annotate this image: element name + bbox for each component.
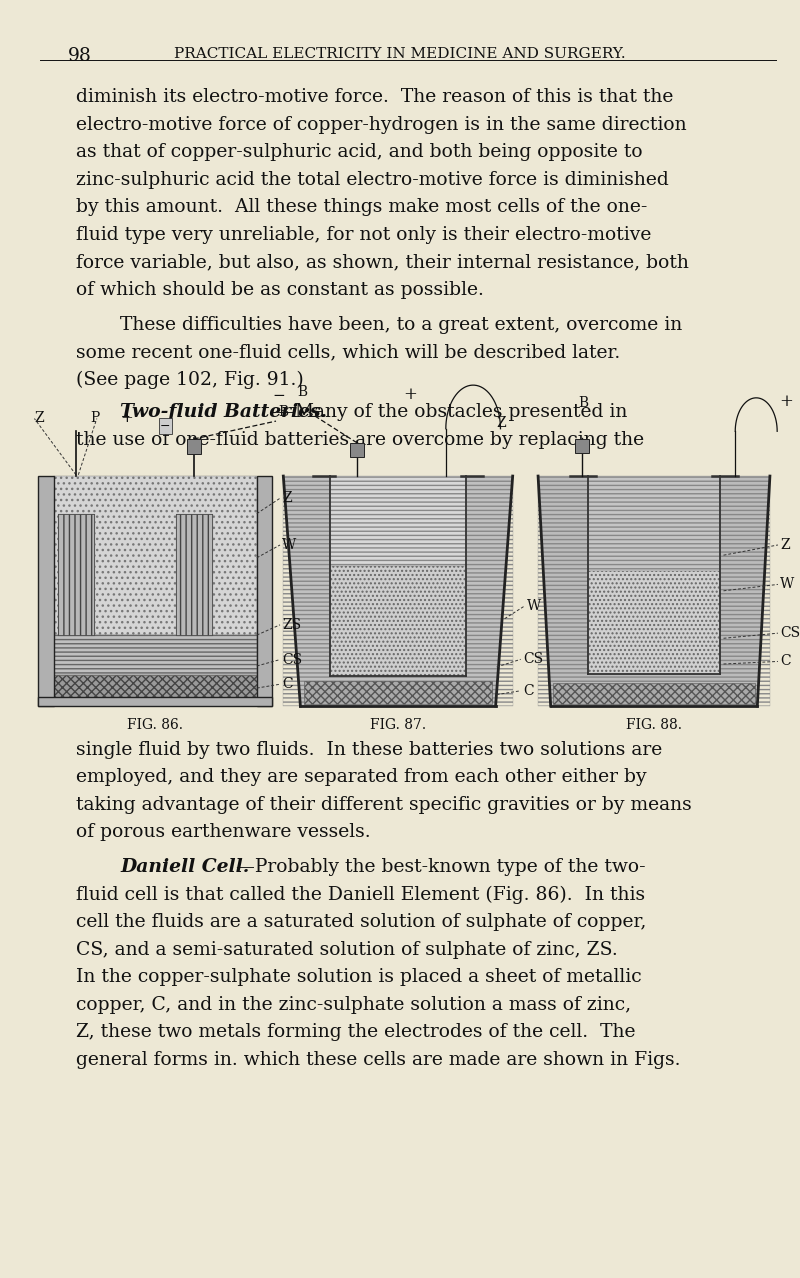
Text: as that of copper-sulphuric acid, and both being opposite to: as that of copper-sulphuric acid, and bo…	[76, 143, 642, 161]
Text: CS: CS	[780, 626, 800, 640]
Text: fluid cell is that called the Daniell Element (Fig. 86).  In this: fluid cell is that called the Daniell El…	[76, 886, 645, 904]
Bar	[553, 682, 755, 703]
Bar	[304, 680, 491, 703]
Bar	[589, 571, 719, 674]
Text: FIG. 88.: FIG. 88.	[626, 717, 682, 731]
Text: zinc-sulphuric acid the total electro-motive force is diminished: zinc-sulphuric acid the total electro-mo…	[76, 170, 669, 189]
Bar	[54, 635, 257, 675]
Text: W: W	[780, 578, 794, 592]
Text: CS: CS	[282, 653, 302, 667]
Bar	[54, 475, 257, 635]
Text: B: B	[297, 386, 307, 399]
Text: W: W	[282, 538, 297, 552]
Text: C: C	[780, 654, 791, 668]
Text: electro-motive force of copper-hydrogen is in the same direction: electro-motive force of copper-hydrogen …	[76, 115, 686, 134]
Text: —Probably the best-known type of the two-: —Probably the best-known type of the two…	[236, 858, 646, 877]
Text: Z: Z	[780, 538, 790, 552]
Bar	[575, 438, 589, 452]
Text: FIG. 86.: FIG. 86.	[127, 717, 183, 731]
Text: 98: 98	[68, 47, 92, 65]
Text: −: −	[160, 419, 170, 432]
Text: copper, C, and in the zinc-sulphate solution a mass of zinc,: copper, C, and in the zinc-sulphate solu…	[76, 996, 631, 1013]
Text: Z: Z	[497, 417, 506, 429]
Text: taking advantage of their different specific gravities or by means: taking advantage of their different spec…	[76, 795, 692, 814]
Text: Z, these two metals forming the electrodes of the cell.  The: Z, these two metals forming the electrod…	[76, 1022, 635, 1042]
Text: (See page 102, Fig. 91.): (See page 102, Fig. 91.)	[76, 371, 304, 389]
Text: Z: Z	[34, 412, 44, 424]
Polygon shape	[538, 475, 770, 705]
Text: W: W	[527, 599, 542, 613]
Text: fluid type very unreliable, for not only is their electro-motive: fluid type very unreliable, for not only…	[76, 225, 651, 244]
Polygon shape	[330, 475, 466, 676]
Bar	[58, 514, 94, 635]
Text: cell the fluids are a saturated solution of sulphate of copper,: cell the fluids are a saturated solution…	[76, 912, 646, 932]
Text: +: +	[403, 386, 417, 403]
Text: of which should be as constant as possible.: of which should be as constant as possib…	[76, 280, 484, 299]
Text: B: B	[278, 405, 289, 418]
Text: by this amount.  All these things make most cells of the one-: by this amount. All these things make mo…	[76, 198, 647, 216]
Bar	[54, 675, 257, 697]
Text: In the copper-sulphate solution is placed a sheet of metallic: In the copper-sulphate solution is place…	[76, 967, 642, 987]
Text: Z: Z	[282, 491, 292, 505]
Text: of porous earthenware vessels.: of porous earthenware vessels.	[76, 823, 370, 841]
Text: +: +	[778, 392, 793, 409]
Text: B: B	[578, 396, 588, 409]
Text: CS, and a semi-saturated solution of sulphate of zinc, ZS.: CS, and a semi-saturated solution of sul…	[76, 941, 618, 958]
Bar	[58, 514, 94, 635]
Text: general forms in. which these cells are made are shown in Figs.: general forms in. which these cells are …	[76, 1051, 681, 1068]
Text: PRACTICAL ELECTRICITY IN MEDICINE AND SURGERY.: PRACTICAL ELECTRICITY IN MEDICINE AND SU…	[174, 47, 626, 61]
Text: P: P	[90, 412, 99, 424]
Text: FIG. 87.: FIG. 87.	[370, 717, 426, 731]
Bar	[350, 442, 364, 456]
Bar	[257, 475, 272, 705]
Text: diminish its electro-motive force.  The reason of this is that the: diminish its electro-motive force. The r…	[76, 88, 674, 106]
Bar	[538, 475, 770, 705]
Text: C: C	[523, 684, 534, 698]
Text: C: C	[282, 677, 293, 691]
Bar	[186, 438, 201, 454]
Text: some recent one-fluid cells, which will be described later.: some recent one-fluid cells, which will …	[76, 343, 620, 362]
Text: CS: CS	[523, 652, 543, 666]
Bar	[38, 697, 272, 705]
Text: −: −	[273, 390, 286, 403]
Text: —Many of the obstacles presented in: —Many of the obstacles presented in	[276, 403, 627, 422]
Text: These difficulties have been, to a great extent, overcome in: These difficulties have been, to a great…	[120, 316, 682, 334]
Polygon shape	[283, 475, 513, 705]
Bar	[175, 514, 212, 635]
Text: force variable, but also, as shown, their internal resistance, both: force variable, but also, as shown, thei…	[76, 253, 689, 271]
Text: Daniell Cell.: Daniell Cell.	[120, 858, 250, 877]
Text: single fluid by two fluids.  In these batteries two solutions are: single fluid by two fluids. In these bat…	[76, 740, 662, 759]
Polygon shape	[538, 475, 770, 705]
Text: Two-fluid Batteries.: Two-fluid Batteries.	[120, 403, 327, 422]
Bar	[330, 566, 466, 676]
Text: ZS: ZS	[282, 617, 302, 631]
Bar	[283, 475, 513, 705]
Bar	[38, 475, 54, 705]
Polygon shape	[283, 475, 513, 705]
Bar	[175, 514, 212, 635]
Text: the use of one-fluid batteries are overcome by replacing the: the use of one-fluid batteries are overc…	[76, 431, 644, 449]
Text: employed, and they are separated from each other either by: employed, and they are separated from ea…	[76, 768, 646, 786]
Text: +: +	[120, 412, 133, 424]
